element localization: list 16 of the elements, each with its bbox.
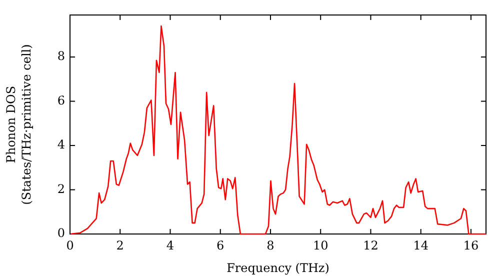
x-tick-label: 14 xyxy=(413,238,429,252)
x-tick-label: 6 xyxy=(216,238,224,252)
x-tick-label: 16 xyxy=(463,238,479,252)
x-tick-label: 0 xyxy=(66,238,74,252)
x-axis-title: Frequency (THz) xyxy=(226,260,330,275)
y-tick-label: 8 xyxy=(57,49,65,64)
x-tick-label: 2 xyxy=(116,238,124,252)
x-tick-label: 12 xyxy=(363,238,378,252)
y-tick-label: 0 xyxy=(57,226,65,240)
y-tick-label: 2 xyxy=(57,182,65,196)
y-tick-label: 4 xyxy=(57,138,66,152)
x-tick-label: 10 xyxy=(312,238,328,252)
x-tick-label: 4 xyxy=(166,238,174,252)
x-tick-label: 8 xyxy=(266,238,274,252)
y-axis-title: Phonon DOS (States/THz·primitive cell) xyxy=(4,44,34,205)
y-tick-label: 6 xyxy=(57,93,65,108)
